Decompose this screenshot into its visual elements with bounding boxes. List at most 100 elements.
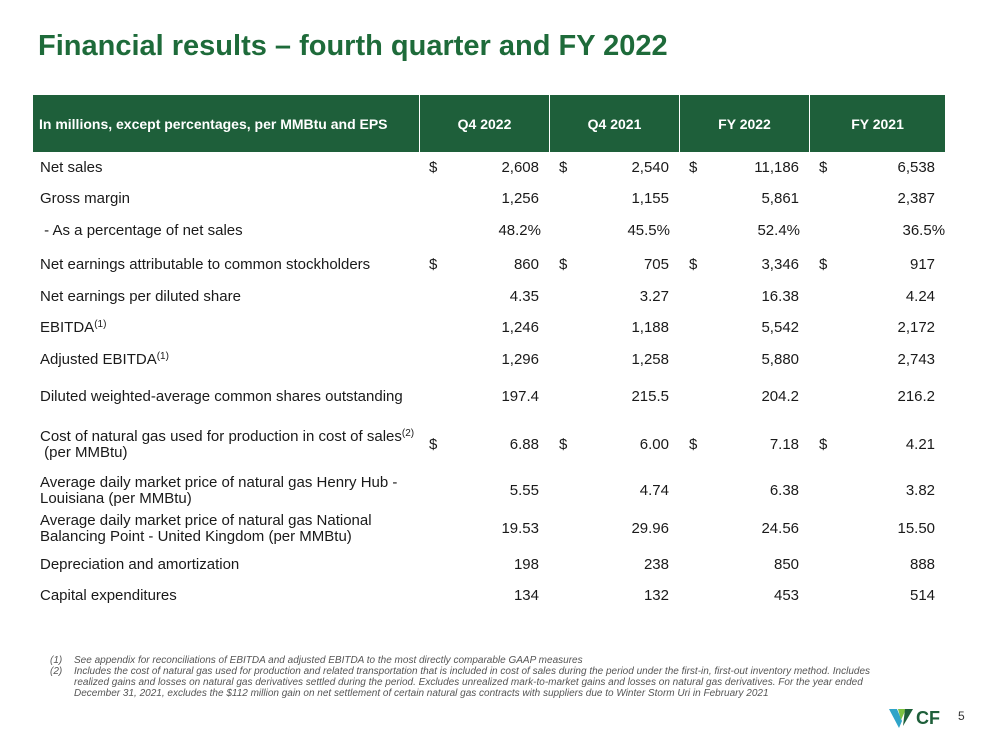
value-cell: 5,861 [704,183,809,214]
table-row: Capital expenditures 134 132 453 514 [33,581,945,611]
currency-cell [549,581,574,611]
value-cell: 45.5% [574,214,679,247]
logo-text: CF [916,707,940,728]
row-label-text: Net earnings per diluted share [40,287,241,305]
table-row: Average daily market price of natural ga… [33,472,945,510]
currency-cell: $ [549,152,574,183]
value-cell: 4.24 [834,282,945,311]
currency-cell [679,282,704,311]
value-cell: 1,188 [574,311,679,344]
currency-cell [419,548,444,581]
value-cell: 6.88 [444,418,549,472]
footnote-2: (2) Includes the cost of natural gas use… [50,666,900,699]
value-cell: 215.5 [574,375,679,418]
value-cell: 1,258 [574,344,679,375]
footnote-ref: (1) [94,318,107,330]
value-cell: 36.5% [834,214,945,247]
row-label-text: - As a percentage of net sales [40,221,243,239]
value: 6.38 [769,482,800,499]
currency-cell [549,214,574,247]
value-cell: 3.82 [834,472,945,510]
header-q4-2021: Q4 2021 [549,95,679,152]
currency-symbol: $ [429,255,438,273]
row-label-text: Net earnings attributable to common stoc… [40,255,371,273]
row-label-text: Adjusted EBITDA [40,350,157,368]
value: 888 [910,555,936,573]
value: 1,188 [631,318,669,336]
currency-symbol: $ [689,436,698,453]
currency-cell: $ [419,418,444,472]
currency-cell [679,510,704,548]
value: 5.55 [509,482,539,499]
value: 16.38 [761,287,800,305]
value: 3.27 [639,287,669,305]
value: 6.00 [639,436,669,453]
footnote-ref: (1) [156,350,169,362]
currency-cell [549,375,574,418]
value: 1,155 [631,189,669,207]
value: 215.5 [631,387,669,405]
value-cell: 4.35 [444,282,549,311]
header-label: In millions, except percentages, per MMB… [33,95,419,152]
percent-sign: % [931,221,946,239]
value: 204.2 [761,387,800,405]
value: 11,186 [754,158,800,176]
currency-cell [809,472,834,510]
currency-cell: $ [419,247,444,282]
value-cell: 850 [704,548,809,581]
value: 850 [773,555,800,573]
row-label: Average daily market price of natural ga… [33,510,419,548]
currency-cell [549,472,574,510]
company-logo: CF [889,703,949,733]
currency-cell [549,282,574,311]
currency-symbol: $ [819,255,828,273]
value: 2,743 [897,350,936,368]
table-row: Depreciation and amortization 198 238 850 88… [33,548,945,581]
currency-cell [809,581,834,611]
financial-results-table: In millions, except percentages, per MMB… [33,95,946,611]
currency-cell [809,510,834,548]
percent-sign: % [656,221,670,239]
table-body: Net sales $2,608 $2,540 $11,186 $6,538 Gross … [33,152,945,611]
footnote-text: Includes the cost of natural gas used fo… [74,666,871,699]
value: 2,387 [897,189,936,207]
value: 134 [513,587,539,604]
value-cell: 2,743 [834,344,945,375]
currency-cell: $ [419,152,444,183]
currency-symbol: $ [689,158,698,176]
value: 45.5 [627,221,657,239]
currency-cell: $ [679,418,704,472]
currency-symbol: $ [429,158,438,176]
value: 7.18 [769,436,800,453]
value-cell: 198 [444,548,549,581]
currency-cell [419,472,444,510]
percent-sign: % [786,221,801,239]
table-row: - As a percentage of net sales 48.2% 45.5%… [33,214,945,247]
page-number: 5 [958,709,965,723]
currency-cell [679,472,704,510]
value: 5,542 [761,318,800,336]
value-cell: 5.55 [444,472,549,510]
value: 5,880 [761,350,800,368]
row-label: Net earnings attributable to common stoc… [33,247,419,282]
currency-cell [809,375,834,418]
value-cell: 1,246 [444,311,549,344]
value: 19.53 [501,520,539,537]
row-label-text: Depreciation and amortization [40,555,240,573]
value-cell: 132 [574,581,679,611]
table-row: Net earnings per diluted share 4.35 3.27 16… [33,282,945,311]
currency-cell [679,183,704,214]
currency-cell [419,282,444,311]
currency-symbol: $ [819,436,828,453]
value-cell: 2,172 [834,311,945,344]
value-cell: 7.18 [704,418,809,472]
value-cell: 238 [574,548,679,581]
currency-symbol: $ [559,255,568,273]
currency-symbol: $ [689,255,698,273]
currency-symbol: $ [429,436,438,453]
value: 3,346 [761,255,800,273]
currency-cell [809,311,834,344]
value-cell: 3.27 [574,282,679,311]
value: 132 [643,587,669,604]
table-row: Average daily market price of natural ga… [33,510,945,548]
